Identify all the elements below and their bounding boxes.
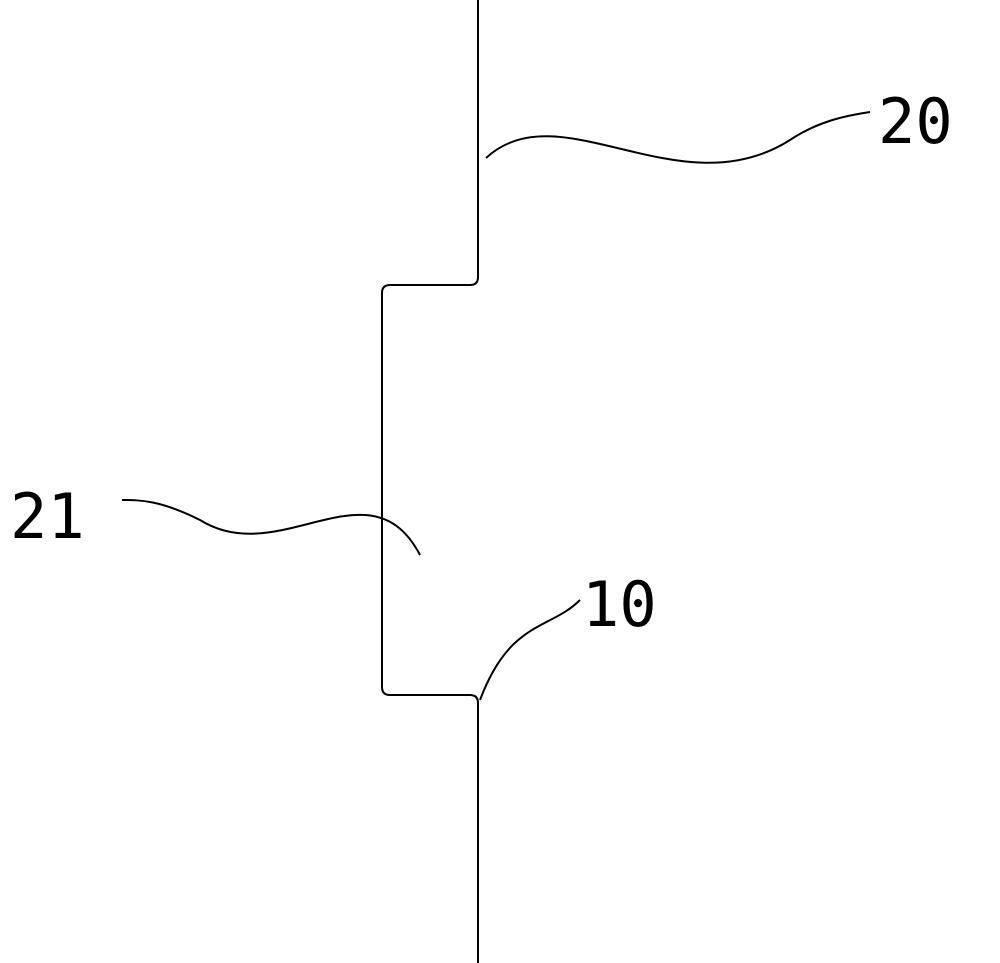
leader-lines [122,112,870,700]
diagram-svg [0,0,1000,963]
callout-label-10: 10 [582,568,657,641]
main-profile [382,0,478,963]
callout-label-21: 21 [10,480,85,553]
callout-label-20: 20 [878,85,953,158]
